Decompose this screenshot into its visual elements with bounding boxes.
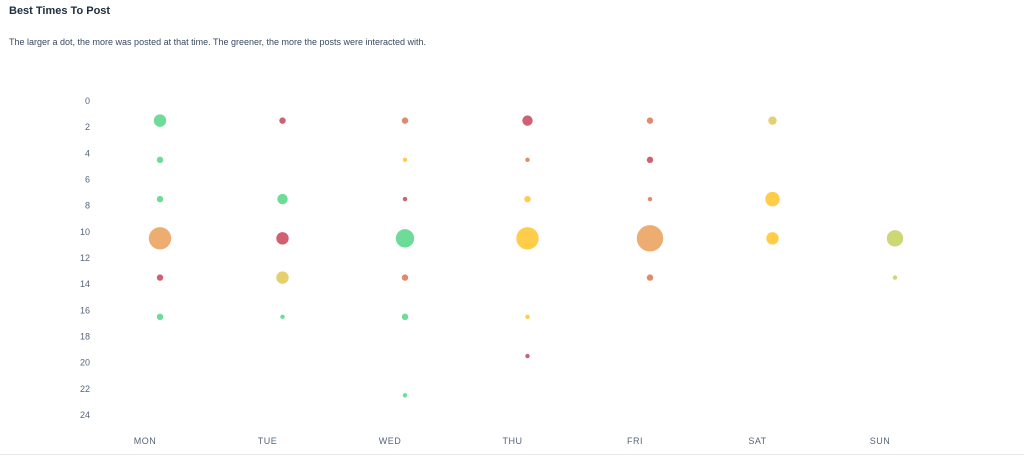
dot-thu-4_5[interactable] <box>525 157 530 163</box>
dot-fri-7_5[interactable] <box>647 196 653 202</box>
dot-tue-10_5[interactable] <box>276 232 289 245</box>
dot-sun-13_5[interactable] <box>892 275 898 280</box>
chart-subtitle: The larger a dot, the more was posted at… <box>9 37 427 47</box>
dot-sun-10_5[interactable] <box>886 230 904 247</box>
dot-fri-13_5[interactable] <box>646 274 654 281</box>
y-tick-label: 6 <box>85 174 90 184</box>
dot-thu-19_5[interactable] <box>525 353 530 359</box>
dot-wed-4_5[interactable] <box>402 157 408 163</box>
dot-mon-10_5[interactable] <box>148 227 172 250</box>
y-tick-label: 12 <box>80 253 90 263</box>
dot-tue-13_5[interactable] <box>276 271 289 284</box>
bottom-divider <box>0 454 1024 455</box>
dot-fri-4_5[interactable] <box>646 156 654 164</box>
dot-fri-10_5[interactable] <box>636 225 664 252</box>
y-tick-label: 10 <box>80 227 90 237</box>
dot-tue-7_5[interactable] <box>277 193 288 205</box>
dot-mon-16_5[interactable] <box>156 313 164 321</box>
x-tick-label-wed: WED <box>379 436 402 446</box>
dot-mon-13_5[interactable] <box>156 274 164 281</box>
dot-thu-7_5[interactable] <box>524 195 531 203</box>
y-tick-label: 0 <box>85 96 90 106</box>
dot-wed-1_5[interactable] <box>401 117 409 124</box>
dot-wed-13_5[interactable] <box>401 274 409 281</box>
dot-thu-10_5[interactable] <box>516 227 539 250</box>
x-tick-label-fri: FRI <box>627 436 643 446</box>
dot-wed-22_5[interactable] <box>402 393 408 398</box>
x-tick-label-sat: SAT <box>748 436 766 446</box>
dot-tue-1_5[interactable] <box>279 117 286 124</box>
dot-mon-4_5[interactable] <box>156 156 164 164</box>
y-tick-label: 8 <box>85 201 90 211</box>
y-tick-label: 24 <box>80 410 90 420</box>
dot-thu-1_5[interactable] <box>522 115 533 126</box>
dot-tue-16_5[interactable] <box>280 314 285 320</box>
chart-title: Best Times To Post <box>9 5 111 17</box>
y-tick-label: 4 <box>85 148 90 158</box>
x-axis: MON TUE WED THU FRI SAT SUN <box>134 436 891 446</box>
dot-sat-1_5[interactable] <box>768 116 777 125</box>
dot-wed-16_5[interactable] <box>401 313 409 321</box>
y-tick-label: 20 <box>80 358 90 368</box>
y-tick-label: 18 <box>80 331 90 341</box>
x-tick-label-mon: MON <box>134 436 157 446</box>
dot-wed-7_5[interactable] <box>402 196 408 202</box>
x-tick-label-tue: TUE <box>258 436 278 446</box>
y-tick-label: 14 <box>80 279 90 289</box>
dot-fri-1_5[interactable] <box>646 117 654 124</box>
chart-dots <box>148 114 904 398</box>
dot-wed-10_5[interactable] <box>395 229 415 248</box>
dot-mon-1_5[interactable] <box>153 114 167 127</box>
dot-sat-10_5[interactable] <box>766 232 779 245</box>
x-tick-label-sun: SUN <box>870 436 891 446</box>
y-tick-label: 2 <box>85 122 90 132</box>
x-tick-label-thu: THU <box>503 436 523 446</box>
dot-mon-7_5[interactable] <box>156 195 164 203</box>
y-tick-label: 22 <box>80 384 90 394</box>
dot-sat-7_5[interactable] <box>765 191 780 207</box>
dot-thu-16_5[interactable] <box>525 314 530 320</box>
y-tick-label: 16 <box>80 305 90 315</box>
